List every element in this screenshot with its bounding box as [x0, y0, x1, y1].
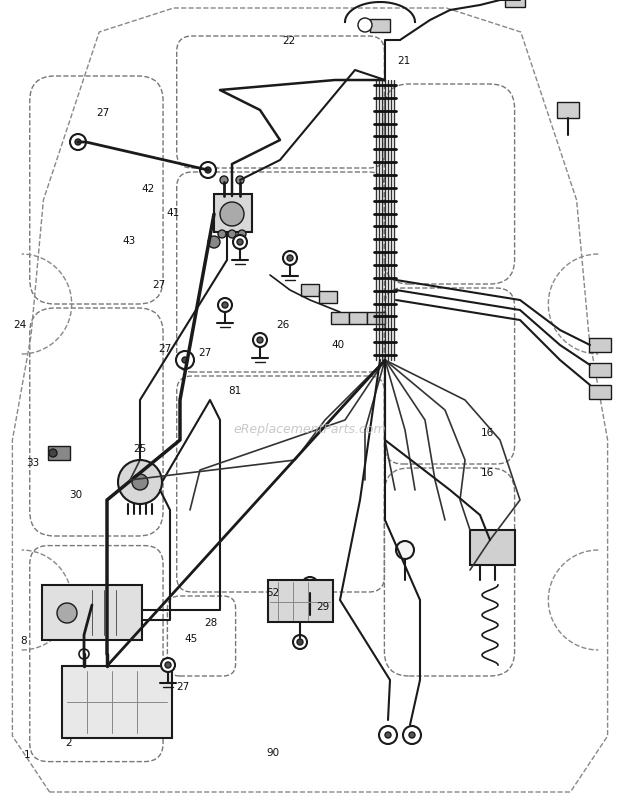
- Circle shape: [49, 449, 57, 457]
- Circle shape: [283, 251, 297, 265]
- Bar: [505, 0, 525, 6]
- Text: 27: 27: [158, 344, 171, 354]
- Bar: [470, 530, 515, 565]
- Text: 45: 45: [185, 634, 198, 643]
- Circle shape: [358, 18, 372, 32]
- Text: 16: 16: [480, 468, 494, 478]
- Circle shape: [396, 541, 414, 559]
- Text: 29: 29: [316, 602, 329, 611]
- Bar: [589, 385, 611, 399]
- Bar: [42, 585, 142, 640]
- Circle shape: [205, 167, 211, 173]
- Bar: [589, 338, 611, 352]
- Bar: [301, 284, 319, 296]
- Circle shape: [236, 176, 244, 184]
- Circle shape: [75, 139, 81, 145]
- Text: 26: 26: [276, 320, 289, 330]
- Circle shape: [182, 357, 188, 363]
- Text: 90: 90: [267, 748, 280, 758]
- Circle shape: [403, 726, 421, 744]
- Circle shape: [132, 474, 148, 490]
- Circle shape: [385, 732, 391, 738]
- Circle shape: [293, 635, 307, 649]
- Circle shape: [161, 658, 175, 672]
- Bar: [557, 102, 579, 118]
- Text: 16: 16: [480, 428, 494, 438]
- Bar: [589, 363, 611, 377]
- Text: 25: 25: [133, 444, 146, 454]
- Circle shape: [220, 202, 244, 226]
- Bar: [62, 666, 172, 738]
- Text: 52: 52: [267, 588, 280, 598]
- Circle shape: [228, 230, 236, 238]
- Text: 30: 30: [69, 490, 82, 499]
- Circle shape: [409, 732, 415, 738]
- Bar: [370, 18, 390, 31]
- Bar: [319, 291, 337, 303]
- Circle shape: [70, 134, 86, 150]
- Circle shape: [176, 351, 194, 369]
- Text: 33: 33: [26, 458, 39, 467]
- Circle shape: [257, 337, 263, 343]
- Text: 41: 41: [166, 208, 179, 218]
- Circle shape: [118, 460, 162, 504]
- Text: 21: 21: [397, 56, 410, 66]
- Text: 81: 81: [228, 386, 241, 396]
- Circle shape: [307, 582, 313, 588]
- Circle shape: [218, 230, 226, 238]
- Circle shape: [57, 603, 77, 623]
- Circle shape: [218, 298, 232, 312]
- Circle shape: [379, 726, 397, 744]
- Circle shape: [238, 230, 246, 238]
- Circle shape: [302, 577, 318, 593]
- Text: 2: 2: [65, 738, 72, 747]
- Bar: [214, 194, 252, 232]
- Text: 28: 28: [205, 618, 218, 627]
- Circle shape: [287, 255, 293, 261]
- Text: 27: 27: [198, 348, 211, 358]
- Text: 43: 43: [123, 236, 136, 246]
- Circle shape: [220, 176, 228, 184]
- Bar: [48, 446, 70, 460]
- Circle shape: [200, 162, 216, 178]
- Text: 1: 1: [24, 750, 30, 760]
- Text: eReplacementParts.com: eReplacementParts.com: [234, 423, 386, 437]
- Text: 27: 27: [96, 108, 109, 118]
- Bar: [268, 580, 333, 622]
- Circle shape: [79, 649, 89, 659]
- Circle shape: [297, 639, 303, 645]
- Circle shape: [222, 302, 228, 308]
- Circle shape: [253, 333, 267, 347]
- Bar: [349, 312, 367, 324]
- Circle shape: [237, 239, 243, 245]
- Text: 40: 40: [332, 340, 345, 350]
- Text: 27: 27: [177, 682, 190, 691]
- Circle shape: [165, 662, 171, 668]
- Text: 22: 22: [282, 36, 295, 46]
- Bar: [331, 312, 349, 324]
- Text: 27: 27: [152, 280, 165, 290]
- Bar: [367, 312, 385, 324]
- Text: 8: 8: [20, 636, 27, 646]
- Text: 42: 42: [141, 184, 154, 194]
- Circle shape: [208, 236, 220, 248]
- Text: 24: 24: [14, 320, 27, 330]
- Circle shape: [233, 235, 247, 249]
